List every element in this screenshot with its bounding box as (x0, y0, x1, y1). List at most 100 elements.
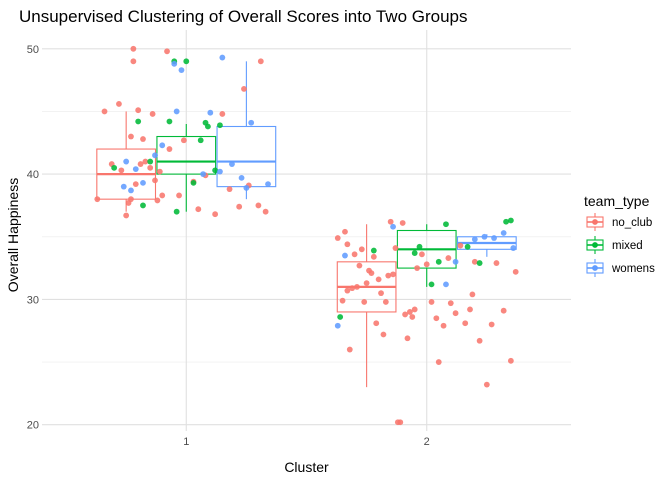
data-point-mixed (111, 164, 118, 171)
data-point-no_club (128, 133, 134, 140)
data-point-no_club (409, 314, 416, 320)
data-point-womens (491, 235, 497, 241)
data-point-womens (219, 54, 226, 61)
data-point-mixed (190, 179, 197, 186)
data-point-mixed (507, 217, 514, 224)
data-point-no_club (137, 161, 144, 167)
legend-key-point (592, 265, 598, 271)
x-tick-label: 2 (424, 436, 430, 448)
data-point-no_club (226, 186, 233, 193)
data-point-no_club (257, 58, 264, 65)
data-point-no_club (507, 357, 514, 364)
data-point-no_club (488, 321, 495, 328)
data-point-no_club (385, 272, 392, 279)
legend-key-point (592, 219, 598, 225)
data-point-no_club (476, 337, 483, 344)
data-point-no_club (387, 218, 394, 225)
data-point-no_club (399, 220, 406, 226)
data-point-mixed (212, 167, 219, 174)
data-point-no_club (406, 309, 413, 315)
data-point-no_club (339, 297, 346, 304)
data-point-no_club (130, 45, 137, 52)
data-point-no_club (382, 299, 389, 305)
legend-key-mixed (586, 236, 604, 254)
data-point-womens (132, 166, 139, 172)
data-point-no_club (262, 208, 269, 215)
data-point-mixed (464, 243, 471, 250)
data-point-no_club (164, 48, 170, 55)
data-point-no_club (378, 290, 384, 297)
y-tick-label: 20 (27, 420, 39, 432)
data-point-womens (334, 322, 341, 329)
y-tick-label: 30 (27, 294, 39, 306)
data-point-womens (152, 152, 158, 159)
legend-key-womens (586, 259, 604, 277)
data-point-no_club (255, 202, 262, 209)
data-point-no_club (419, 251, 425, 258)
data-point-mixed (183, 58, 190, 65)
data-point-no_club (342, 228, 348, 235)
data-point-no_club (423, 261, 430, 268)
data-point-no_club (354, 283, 360, 290)
legend-key-no_club (586, 213, 604, 231)
data-point-no_club (358, 246, 365, 253)
data-point-no_club (101, 108, 108, 115)
data-point-womens (128, 187, 134, 194)
data-point-mixed (140, 202, 146, 209)
data-point-no_club (363, 280, 370, 287)
data-point-no_club (116, 101, 122, 107)
data-point-no_club (414, 265, 421, 271)
data-point-no_club (219, 111, 226, 117)
data-point-no_club (493, 260, 500, 266)
data-point-no_club (469, 291, 476, 298)
data-point-womens (159, 142, 166, 149)
data-point-mixed (147, 158, 154, 165)
data-point-mixed (173, 208, 180, 215)
data-point-no_club (356, 262, 363, 269)
data-point-mixed (166, 118, 173, 125)
data-point-mixed (197, 137, 204, 144)
data-point-womens (123, 158, 130, 165)
data-point-no_club (128, 196, 134, 203)
data-point-mixed (416, 243, 423, 250)
data-point-no_club (467, 306, 473, 313)
data-point-no_club (236, 203, 243, 210)
data-point-womens (248, 119, 255, 126)
box-iqr (216, 125, 277, 188)
data-point-womens (243, 184, 250, 191)
x-tick-label: 1 (183, 436, 189, 448)
y-tick-labels: 20 30 40 50 (27, 44, 39, 432)
data-point-no_club (241, 85, 247, 92)
data-point-no_club (462, 320, 469, 327)
data-point-no_club (212, 211, 219, 218)
data-point-no_club (334, 235, 341, 241)
data-point-no_club (94, 196, 101, 203)
data-point-no_club (147, 164, 154, 171)
data-point-no_club (130, 58, 137, 65)
data-point-mixed (337, 314, 344, 320)
data-point-no_club (166, 146, 173, 152)
data-point-womens (265, 181, 271, 188)
data-point-mixed (135, 118, 142, 125)
data-point-no_club (368, 270, 375, 277)
data-point-no_club (435, 359, 442, 365)
data-point-womens (171, 60, 178, 67)
data-point-no_club (457, 242, 464, 249)
data-point-no_club (152, 177, 158, 184)
gridlines (42, 30, 571, 431)
y-axis-title: Overall Happiness (5, 178, 21, 292)
data-point-womens (120, 183, 127, 190)
data-point-no_club (375, 276, 382, 283)
data-point-mixed (503, 218, 509, 225)
data-point-no_club (180, 137, 187, 144)
data-point-no_club (411, 306, 418, 313)
data-point-mixed (411, 250, 418, 256)
legend-label-no_club: no_club (612, 217, 652, 229)
data-point-no_club (149, 111, 156, 117)
data-point-womens (481, 233, 488, 240)
data-point-no_club (433, 315, 440, 322)
data-point-no_club (440, 322, 447, 329)
data-point-no_club (404, 335, 411, 342)
